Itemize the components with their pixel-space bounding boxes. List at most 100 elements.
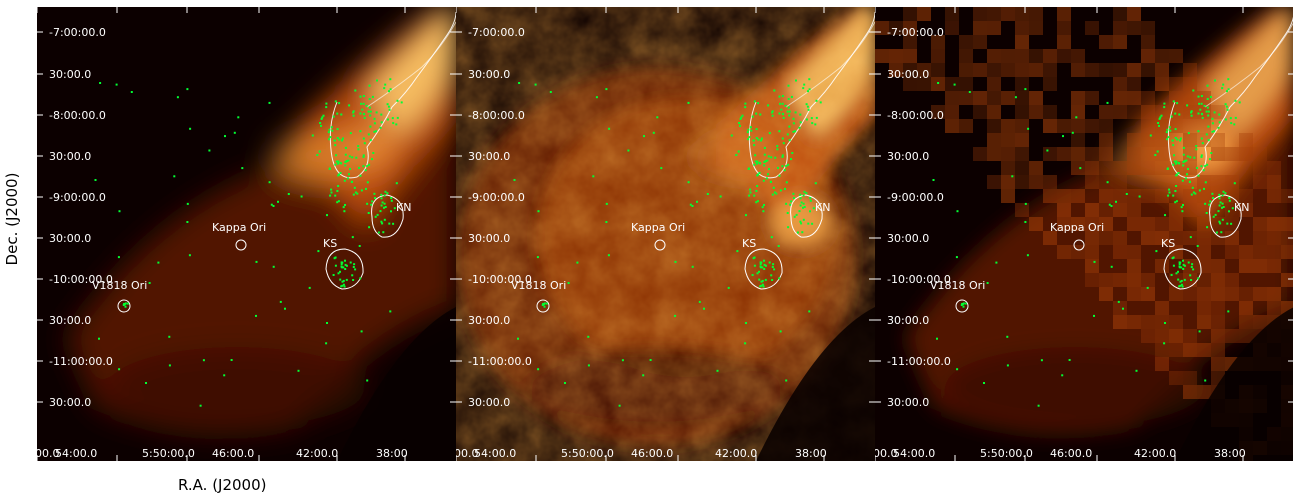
star-marker	[400, 101, 403, 104]
star-marker	[380, 220, 383, 223]
star-marker	[1165, 131, 1168, 134]
star-marker	[756, 185, 759, 187]
star-marker	[331, 129, 334, 132]
star-marker	[621, 359, 624, 362]
star-marker	[1206, 98, 1209, 100]
star-marker	[383, 202, 386, 205]
star-marker	[344, 204, 346, 206]
star-marker	[1108, 203, 1111, 206]
star-marker	[788, 125, 791, 128]
star-marker	[343, 285, 346, 288]
ra-tick-label: 5:50:00.0	[980, 447, 1033, 460]
star-marker	[328, 168, 331, 170]
star-marker	[1226, 108, 1229, 111]
star-marker	[962, 302, 965, 305]
star-marker	[1040, 359, 1043, 362]
star-marker	[344, 164, 347, 167]
dec-tick-label: 30:00.0	[468, 68, 510, 81]
star-marker	[792, 130, 795, 133]
kn-label: KN	[396, 201, 411, 214]
star-marker	[186, 221, 189, 223]
star-marker	[352, 193, 355, 196]
star-marker	[808, 88, 811, 91]
star-marker	[379, 126, 382, 129]
star-marker	[782, 142, 785, 145]
star-marker	[389, 310, 392, 313]
star-marker	[746, 131, 749, 134]
star-marker	[801, 231, 804, 234]
star-marker	[375, 130, 378, 133]
star-marker	[342, 206, 345, 209]
star-marker	[788, 110, 791, 113]
star-marker	[1234, 116, 1237, 119]
star-marker	[124, 305, 127, 308]
star-marker	[1211, 117, 1214, 120]
star-marker	[1184, 177, 1187, 180]
star-marker	[1197, 277, 1200, 280]
star-marker	[351, 156, 354, 159]
star-marker	[1214, 79, 1216, 82]
star-marker	[1176, 138, 1179, 141]
star-marker	[339, 161, 342, 164]
star-marker	[776, 148, 779, 151]
star-marker	[1163, 106, 1166, 109]
star-marker	[318, 150, 321, 153]
star-marker	[587, 364, 590, 367]
star-marker	[343, 179, 346, 182]
star-marker	[771, 193, 774, 196]
star-marker	[1228, 210, 1230, 213]
star-marker	[381, 222, 384, 225]
star-marker	[1180, 266, 1183, 269]
star-marker	[760, 284, 763, 287]
star-marker	[794, 130, 797, 133]
star-marker	[342, 279, 345, 282]
star-marker	[373, 122, 376, 125]
star-marker	[389, 88, 392, 91]
star-marker	[1175, 185, 1178, 187]
star-marker	[739, 124, 741, 127]
star-marker	[1186, 173, 1188, 176]
star-marker	[362, 154, 365, 157]
image-panel-2: -7:00:00.0 30:00.0 -8:00:00.0 30:00.0 -9:00:…	[456, 7, 875, 461]
star-marker	[336, 190, 339, 192]
star-marker	[360, 102, 363, 105]
star-marker	[316, 154, 319, 156]
star-marker	[809, 210, 811, 213]
star-marker	[763, 153, 766, 156]
star-marker	[317, 250, 320, 253]
star-marker	[341, 280, 344, 283]
star-marker	[351, 236, 354, 239]
star-marker	[1183, 278, 1186, 281]
star-marker	[1117, 300, 1120, 303]
star-marker	[1187, 132, 1190, 135]
dec-tick-label: -10:00:00.0	[49, 273, 113, 286]
star-marker	[199, 404, 202, 407]
panel-1-svg: -7:00:00.0 30:00.0 -8:00:00.0 30:00.0 -9:00:…	[37, 7, 456, 461]
star-marker	[379, 210, 382, 213]
star-marker	[1170, 115, 1173, 118]
star-marker	[779, 102, 782, 105]
star-marker	[719, 195, 722, 198]
star-marker	[130, 91, 133, 93]
star-marker	[1191, 186, 1194, 189]
star-marker	[389, 78, 392, 81]
star-marker	[814, 123, 817, 126]
image-panel-1: -7:00:00.0 30:00.0 -8:00:00.0 30:00.0 -9:00:…	[37, 7, 456, 461]
star-marker	[362, 95, 365, 97]
star-marker	[1218, 220, 1221, 223]
star-marker	[368, 106, 371, 109]
star-marker	[386, 118, 389, 121]
star-marker	[359, 112, 362, 115]
star-marker	[118, 210, 121, 213]
star-marker	[1173, 154, 1176, 157]
star-marker	[1175, 160, 1178, 163]
star-marker	[268, 101, 271, 104]
dec-tick-label: -11:00:00.0	[468, 355, 532, 368]
dec-tick-label: 30:00.0	[468, 396, 510, 409]
star-marker	[384, 83, 387, 86]
star-marker	[1125, 193, 1128, 195]
star-marker	[536, 256, 539, 259]
star-marker	[706, 193, 709, 195]
star-marker	[1110, 205, 1113, 207]
star-marker	[748, 194, 751, 197]
